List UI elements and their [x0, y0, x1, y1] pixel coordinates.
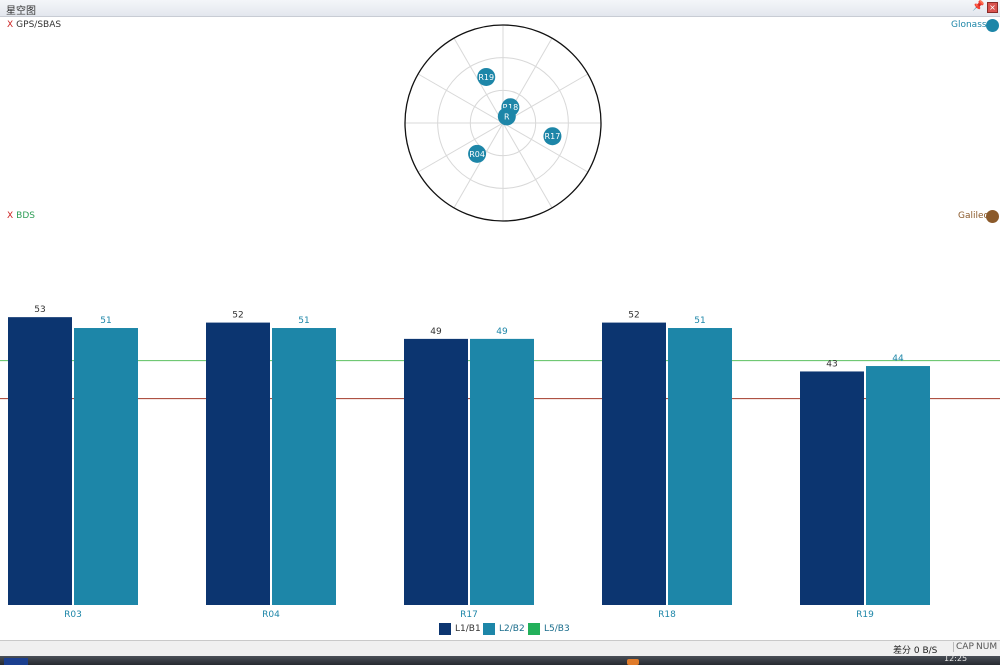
- satellite-label: R: [504, 112, 510, 121]
- satellite-marker: [477, 67, 496, 86]
- constellation-toggle-galileo[interactable]: Galileo: [958, 211, 989, 221]
- taskbar-clock: 12:25: [944, 654, 968, 663]
- bar-l1-b1: [404, 338, 468, 605]
- satellite-label: R04: [469, 150, 485, 159]
- category-label: R03: [64, 610, 82, 620]
- satellite-marker: [497, 107, 516, 126]
- constellation-toggle-glonass[interactable]: Glonass: [951, 20, 987, 30]
- legend-item[interactable]: L5/B3: [528, 623, 570, 637]
- legend-swatch: [528, 623, 540, 635]
- category-label: R19: [856, 610, 874, 620]
- legend-label: L1/B1: [455, 624, 481, 634]
- bar-l1-b1: [602, 322, 666, 605]
- glonass-color-chip[interactable]: [986, 19, 999, 32]
- legend-swatch: [439, 623, 451, 635]
- constellation-toggle-gps[interactable]: X GPS/SBAS: [7, 20, 61, 30]
- bar-value-label: 53: [34, 305, 45, 315]
- close-icon[interactable]: ×: [987, 2, 998, 13]
- bar-value-label: 49: [430, 327, 442, 337]
- satellite-label: R18: [502, 103, 518, 112]
- category-label: R18: [658, 610, 676, 620]
- disabled-x-icon: X: [7, 20, 14, 30]
- legend-label: L2/B2: [499, 624, 525, 634]
- bar-value-label: 43: [826, 359, 837, 369]
- status-bar: 差分 0 B/S CAP NUM: [0, 640, 1000, 656]
- sky-horizon-circle: [404, 24, 602, 222]
- bar-l2-b2: [470, 338, 534, 605]
- legend-label: L5/B3: [544, 624, 570, 634]
- start-button[interactable]: [4, 658, 28, 665]
- category-label: R04: [262, 610, 280, 620]
- bar-value-label: 51: [298, 316, 309, 326]
- pin-icon[interactable]: 📌: [972, 1, 985, 12]
- satellite-label: R19: [478, 73, 494, 82]
- constellation-label-glonass: Glonass: [951, 20, 987, 30]
- disabled-x-icon: X: [7, 211, 14, 221]
- legend-item[interactable]: L2/B2: [483, 623, 525, 637]
- legend-item[interactable]: L1/B1: [439, 623, 481, 637]
- constellation-toggle-bds[interactable]: X BDS: [7, 211, 35, 221]
- status-cap-indicator: CAP: [953, 642, 976, 652]
- bar-l1-b1: [206, 322, 270, 605]
- bar-l1-b1: [800, 371, 864, 605]
- status-num-indicator: NUM: [976, 642, 998, 652]
- bar-value-label: 51: [100, 316, 111, 326]
- bar-l2-b2: [74, 328, 138, 605]
- constellation-label-galileo: Galileo: [958, 211, 990, 221]
- taskbar-app-icon[interactable]: [627, 659, 639, 665]
- window-titlebar: 星空图 📌 ×: [0, 0, 1000, 17]
- satellite-marker: [468, 144, 487, 163]
- constellation-label-gps: GPS/SBAS: [16, 20, 62, 30]
- satellite-marker: [543, 127, 562, 146]
- status-diff-rate: 差分 0 B/S: [893, 646, 938, 656]
- bar-l2-b2: [668, 328, 732, 605]
- bar-value-label: 52: [628, 311, 639, 321]
- taskbar: 12:25: [0, 654, 1000, 665]
- satellite-label: R17: [545, 132, 561, 141]
- bar-l2-b2: [866, 366, 930, 605]
- constellation-label-bds: BDS: [16, 211, 35, 221]
- bar-l2-b2: [272, 328, 336, 605]
- bar-value-label: 49: [496, 327, 508, 337]
- chart-legend: L1/B1 L2/B2 L5/B3: [0, 623, 1000, 637]
- galileo-color-chip[interactable]: [986, 210, 999, 223]
- bar-value-label: 52: [232, 311, 243, 321]
- bar-value-label: 44: [892, 354, 904, 364]
- category-label: R17: [460, 610, 478, 620]
- legend-swatch: [483, 623, 495, 635]
- window-title: 星空图: [6, 6, 36, 17]
- bar-value-label: 51: [694, 316, 705, 326]
- bar-l1-b1: [8, 317, 72, 605]
- signal-strength-chart: 53 51 R03 52 51 R04 49 49 R17 52 51 R18 43 44 R19: [0, 305, 1000, 620]
